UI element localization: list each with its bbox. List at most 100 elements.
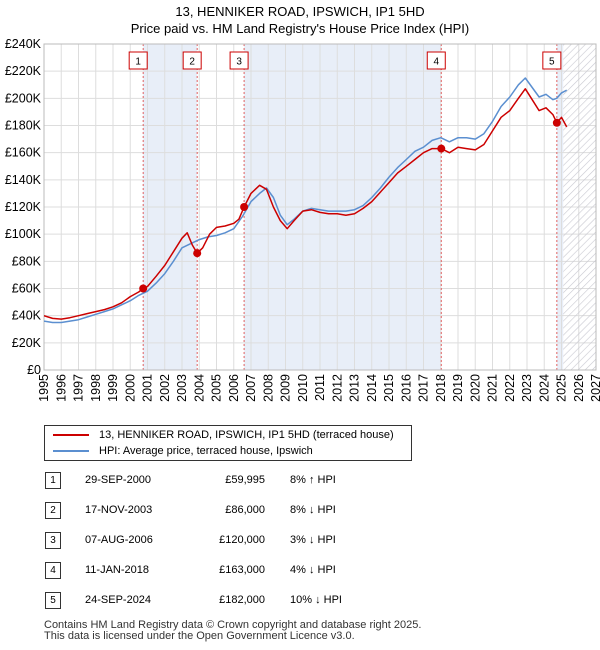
sale-number: 5 bbox=[45, 592, 61, 609]
y-tick-label: £0 bbox=[27, 363, 41, 377]
y-tick-label: £240K bbox=[5, 37, 42, 51]
sale-marker-box bbox=[182, 51, 202, 70]
x-tick-label: 2023 bbox=[520, 374, 534, 402]
sale-row: 1 29-SEP-2000 £59,995 8% ↑ HPI bbox=[40, 472, 400, 490]
x-tick-label: 2010 bbox=[296, 374, 310, 402]
footer-licence: This data is licensed under the Open Gov… bbox=[44, 630, 355, 642]
sale-marker-label: 1 bbox=[135, 57, 141, 68]
y-axis-ticks: £0 £20K £40K £60K £80K £100K £120K £140K £160K £1… bbox=[5, 37, 42, 377]
legend-swatch-property bbox=[53, 434, 89, 437]
sale-point-5 bbox=[552, 118, 561, 127]
sale-number: 3 bbox=[45, 532, 61, 549]
x-tick-label: 2027 bbox=[589, 374, 600, 402]
sale-hpi-delta: 4% ↓ HPI bbox=[290, 564, 336, 576]
sale-hpi-delta: 10% ↓ HPI bbox=[290, 594, 342, 606]
x-tick-label: 2000 bbox=[123, 374, 137, 402]
sale-marker-4: 4 bbox=[426, 51, 446, 70]
sale-hpi-delta: 8% ↓ HPI bbox=[290, 504, 336, 516]
sale-date: 17-NOV-2003 bbox=[85, 504, 153, 516]
sale-price: £59,995 bbox=[225, 474, 265, 486]
x-tick-label: 2005 bbox=[210, 374, 224, 402]
sale-marker-box bbox=[128, 51, 148, 70]
x-tick-label: 2003 bbox=[175, 374, 189, 402]
sale-marker-1: 1 bbox=[128, 51, 148, 70]
x-tick-label: 2008 bbox=[261, 374, 275, 402]
x-tick-label: 2021 bbox=[486, 374, 500, 402]
legend-swatch-hpi bbox=[53, 450, 89, 453]
y-tick-label: £120K bbox=[5, 200, 42, 214]
chart-title: 13, HENNIKER ROAD, IPSWICH, IP1 5HD Pric… bbox=[0, 3, 600, 37]
x-tick-label: 1996 bbox=[54, 374, 68, 402]
sale-row: 4 11-JAN-2018 £163,000 4% ↓ HPI bbox=[40, 562, 400, 580]
sale-hpi-delta: 3% ↓ HPI bbox=[290, 534, 336, 546]
sale-marker-label: 2 bbox=[189, 57, 195, 68]
sale-price: £120,000 bbox=[219, 534, 265, 546]
legend-label-property: 13, HENNIKER ROAD, IPSWICH, IP1 5HD (ter… bbox=[99, 429, 394, 441]
y-tick-label: £140K bbox=[5, 173, 42, 187]
x-tick-label: 2002 bbox=[158, 374, 172, 402]
sale-marker-box bbox=[229, 51, 249, 70]
y-tick-label: £200K bbox=[5, 91, 42, 105]
sale-number: 4 bbox=[45, 562, 61, 579]
sale-number-markers: 1 2 3 4 5 bbox=[128, 51, 562, 70]
x-tick-label: 1999 bbox=[106, 374, 120, 402]
sale-hpi-delta: 8% ↑ HPI bbox=[290, 474, 336, 486]
x-tick-label: 2001 bbox=[141, 374, 155, 402]
x-tick-label: 2014 bbox=[365, 374, 379, 402]
x-tick-label: 1998 bbox=[89, 374, 103, 402]
sale-row: 2 17-NOV-2003 £86,000 8% ↓ HPI bbox=[40, 502, 400, 520]
sale-marker-label: 5 bbox=[549, 57, 555, 68]
x-tick-label: 2019 bbox=[451, 374, 465, 402]
y-tick-label: £160K bbox=[5, 146, 42, 160]
legend: 13, HENNIKER ROAD, IPSWICH, IP1 5HD (ter… bbox=[44, 425, 412, 461]
footer: Contains HM Land Registry data © Crown c… bbox=[44, 620, 421, 642]
sale-marker-2: 2 bbox=[182, 51, 202, 70]
sale-date: 11-JAN-2018 bbox=[85, 564, 149, 576]
x-tick-label: 2025 bbox=[555, 374, 569, 402]
sale-point-4 bbox=[437, 144, 446, 153]
y-tick-label: £20K bbox=[12, 336, 42, 350]
sale-marker-5: 5 bbox=[542, 51, 562, 70]
y-tick-label: £100K bbox=[5, 227, 42, 241]
x-tick-label: 2016 bbox=[399, 374, 413, 402]
x-tick-label: 2012 bbox=[330, 374, 344, 402]
forecast-region bbox=[563, 44, 596, 370]
y-tick-label: £220K bbox=[5, 64, 42, 78]
sale-row: 5 24-SEP-2024 £182,000 10% ↓ HPI bbox=[40, 592, 400, 610]
sale-marker-label: 4 bbox=[433, 57, 439, 68]
x-tick-label: 2004 bbox=[192, 374, 206, 402]
footer-copyright: Contains HM Land Registry data © Crown c… bbox=[44, 619, 422, 631]
sale-marker-box bbox=[426, 51, 446, 70]
forecast-hatch bbox=[563, 44, 596, 370]
sale-price: £182,000 bbox=[219, 594, 265, 606]
x-tick-label: 2006 bbox=[227, 374, 241, 402]
sale-marker-box bbox=[542, 51, 562, 70]
x-tick-label: 1997 bbox=[72, 374, 86, 402]
x-axis-ticks: 1995 1996 1997 1998 1999 2000 2001 2002 2003 2004… bbox=[37, 374, 600, 402]
x-tick-label: 2017 bbox=[417, 374, 431, 402]
hpi-line bbox=[44, 77, 568, 324]
sale-marker-3: 3 bbox=[229, 51, 249, 70]
sale-point-2 bbox=[193, 249, 202, 258]
x-tick-label: 2026 bbox=[572, 374, 586, 402]
legend-item-hpi: HPI: Average price, terraced house, Ipsw… bbox=[53, 443, 313, 459]
y-tick-label: £60K bbox=[12, 282, 42, 296]
x-tick-label: 2022 bbox=[503, 374, 517, 402]
y-tick-label: £180K bbox=[5, 119, 42, 133]
x-tick-label: 2009 bbox=[279, 374, 293, 402]
sale-marker-label: 3 bbox=[236, 57, 242, 68]
plot-frame bbox=[43, 43, 597, 371]
x-tick-label: 1995 bbox=[37, 374, 51, 402]
y-tick-label: £80K bbox=[12, 254, 42, 268]
chart-title-line1: 13, HENNIKER ROAD, IPSWICH, IP1 5HD bbox=[175, 4, 425, 19]
sale-point-1 bbox=[139, 284, 148, 293]
sale-points bbox=[139, 118, 561, 293]
x-tick-label: 2007 bbox=[244, 374, 258, 402]
sale-price: £86,000 bbox=[225, 504, 265, 516]
chart-title-line2: Price paid vs. HM Land Registry's House … bbox=[130, 21, 470, 36]
x-tick-label: 2015 bbox=[382, 374, 396, 402]
sale-price: £163,000 bbox=[219, 564, 265, 576]
legend-label-hpi: HPI: Average price, terraced house, Ipsw… bbox=[99, 445, 313, 457]
y-tick-label: £40K bbox=[12, 309, 42, 323]
